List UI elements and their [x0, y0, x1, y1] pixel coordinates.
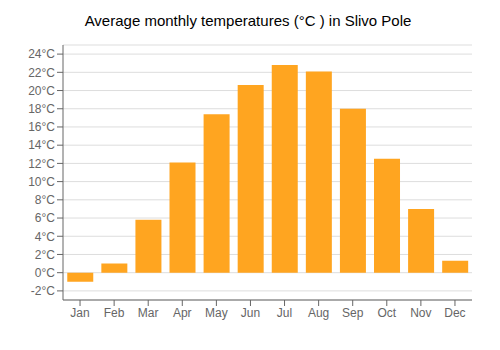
svg-text:Dec: Dec	[444, 306, 465, 320]
svg-text:4°C: 4°C	[35, 230, 55, 244]
html-text:Average monthly temperatures (: Average monthly temperatures (°C ) in Sl…	[84, 12, 412, 29]
svg-text:Feb: Feb	[104, 306, 125, 320]
svg-text:0°C: 0°C	[35, 266, 55, 280]
svg-text:6°C: 6°C	[35, 211, 55, 225]
svg-text:12°C: 12°C	[28, 157, 55, 171]
svg-text:2°C: 2°C	[35, 248, 55, 262]
svg-text:Jan: Jan	[70, 306, 89, 320]
svg-text:Jun: Jun	[241, 306, 260, 320]
svg-text:-2°C: -2°C	[31, 284, 55, 298]
svg-text:Aug: Aug	[308, 306, 329, 320]
svg-text:10°C: 10°C	[28, 175, 55, 189]
svg-text:24°C: 24°C	[28, 47, 55, 61]
svg-text:Mar: Mar	[138, 306, 159, 320]
svg-text:May: May	[205, 306, 228, 320]
svg-text:8°C: 8°C	[35, 193, 55, 207]
svg-text:Nov: Nov	[410, 306, 431, 320]
svg-text:18°C: 18°C	[28, 102, 55, 116]
svg-text:20°C: 20°C	[28, 84, 55, 98]
svg-text:14°C: 14°C	[28, 138, 55, 152]
svg-text:22°C: 22°C	[28, 66, 55, 80]
svg-text:16°C: 16°C	[28, 120, 55, 134]
svg-text:Oct: Oct	[377, 306, 396, 320]
svg-text:Sep: Sep	[342, 306, 364, 320]
svg-text:Jul: Jul	[277, 306, 292, 320]
svg-text:Apr: Apr	[173, 306, 192, 320]
